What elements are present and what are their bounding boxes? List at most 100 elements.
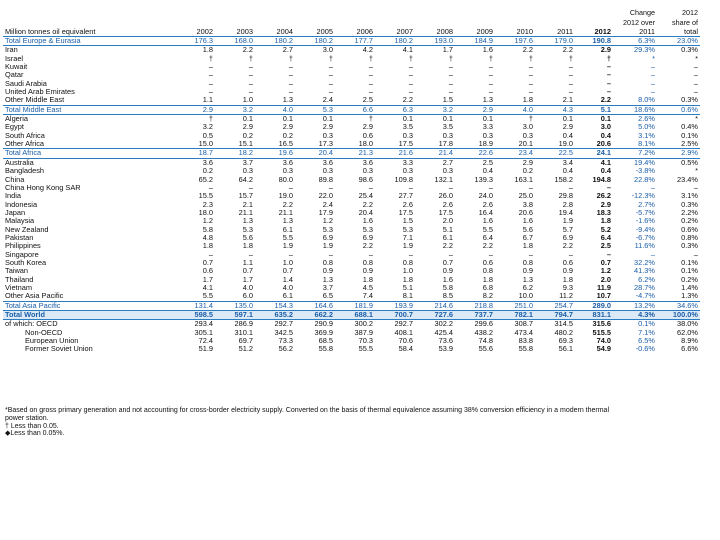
table-cell: 18.0 [358,140,373,149]
table-cell: 0.2% [681,217,698,226]
table-cell: 0.6 [202,267,213,276]
table-cell: 299.6 [474,319,494,329]
table-cell: 2.9% [657,148,700,159]
table-cell: 5.5 [282,233,293,242]
total-row: Total Asia Pacific 131.4 135.0 154.3 164.6 18… [3,300,700,312]
table-cell: – [650,63,655,72]
table-cell: 4.0 [495,104,535,116]
table-cell: – [328,71,333,80]
table-cell: 0.5 [202,131,213,140]
table-cell: 19.4% [634,158,655,167]
table-cell: 3.3 [482,123,493,132]
table-cell: 0.3 [482,131,493,140]
table-cell: 0.6 [562,258,573,267]
table-cell: 6.5% [638,337,655,346]
table-cell: 32.2% [634,258,655,267]
table-cell: 5.7 [562,225,573,234]
table-cell: 0.5% [681,158,698,167]
table-cell: 26.0 [438,192,453,201]
table-row: Taiwan 0.6 0.7 0.7 0.9 0.9 1.0 0.9 0.8 0.9 0.9 1.2 4… [3,267,700,275]
table-cell: 19.0 [558,140,573,149]
row-label: Australia [5,158,34,167]
table-cell: 8.2 [482,292,493,301]
year-header: 2011 [535,27,575,37]
table-row: Kuwait – – – – – – – – – – – – – [3,63,700,71]
header-row: 2012 over share of [3,17,700,27]
table-cell: 193.0 [415,35,455,47]
table-cell: 29.3% [634,45,655,55]
table-cell: 18.9 [478,140,493,149]
table-cell: – [488,88,493,97]
table-cell: – [448,183,453,192]
table-cell: – [650,88,655,97]
table-cell: 18.6% [613,104,657,116]
row-label: India [5,192,22,201]
table-cell: † [248,54,253,63]
table-cell: 515.5 [592,328,612,337]
table-row: South Africa 0.5 0.2 0.2 0.3 0.6 0.3 0.3 0.3 0.3 0… [3,132,700,140]
table-cell: 3.2 [202,123,213,132]
table-cell: 0.3 [322,131,333,140]
table-cell: 251.0 [495,300,535,312]
header-spacer [255,7,295,17]
table-cell: 9.3 [562,283,573,292]
table-cell: 3.5 [402,123,413,132]
table-cell: † [368,54,373,63]
table-cell: 180.2 [295,35,335,47]
table-cell: 19.0 [278,192,293,201]
table-cell: 2.0 [600,275,611,284]
table-cell: 6.6% [681,345,698,354]
table-cell: 180.2 [375,35,415,47]
table-cell: 0.3% [681,242,698,251]
header-spacer [3,17,175,27]
table-cell: 177.7 [335,35,375,47]
table-cell: 1.1 [242,258,253,267]
table-cell: 6.3% [613,35,657,47]
table-cell: -12.3% [631,192,655,201]
table-cell: 15.7 [238,192,253,201]
table-cell: 0.6 [482,258,493,267]
table-cell: – [368,63,373,72]
table-cell: 27.7 [398,192,413,201]
table-cell: 0.2 [202,167,213,176]
table-cell: 2.3 [202,200,213,209]
table-cell: 300.2 [354,319,374,329]
table-cell: 2.7% [638,200,655,209]
table-cell: 308.7 [514,319,534,329]
table-cell: 1.8 [402,275,413,284]
table-cell: 2.5 [600,242,611,251]
table-cell: 20.4 [358,208,373,217]
table-cell: – [408,88,413,97]
table-cell: 19.6 [255,148,295,159]
row-label: of which: OECD [5,319,58,329]
row-label: China [5,175,25,184]
table-cell: 98.6 [358,175,373,184]
table-cell: 89.8 [318,175,333,184]
table-cell: – [248,63,253,72]
table-row: New Zealand 5.8 5.3 6.1 5.3 5.3 5.3 5.1 5.5 5.6 5.… [3,226,700,234]
table-cell: 5.3 [322,225,333,234]
table-cell: 181.9 [335,300,375,312]
table-cell: 3.2 [415,104,455,116]
header-spacer [375,17,415,27]
table-cell: 0.7 [442,258,453,267]
table-cell: 6.1 [282,292,293,301]
table-row: Indonesia 2.3 2.1 2.2 2.4 2.2 2.6 2.6 2.6 3.8 2.8 2… [3,201,700,209]
table-cell: † [528,54,533,63]
table-cell: 2.2 [562,45,573,55]
total-row: Total Europe & Eurasia 176.3 168.0 180.2 180… [3,35,700,47]
row-label: Saudi Arabia [5,79,47,88]
table-cell: – [488,79,493,88]
table-cell: 0.1 [402,114,413,124]
table-cell: – [408,79,413,88]
table-cell: 1.8 [482,275,493,284]
table-cell: 2.6 [482,200,493,209]
table-cell: † [488,54,493,63]
change-header: Change [629,8,655,17]
table-cell: 3.6 [282,158,293,167]
row-label: Pakistan [5,233,34,242]
table-cell: 0.1 [442,114,453,124]
table-cell: 163.1 [514,175,534,184]
table-cell: 2.8 [562,200,573,209]
table-cell: 1.9 [322,242,333,251]
